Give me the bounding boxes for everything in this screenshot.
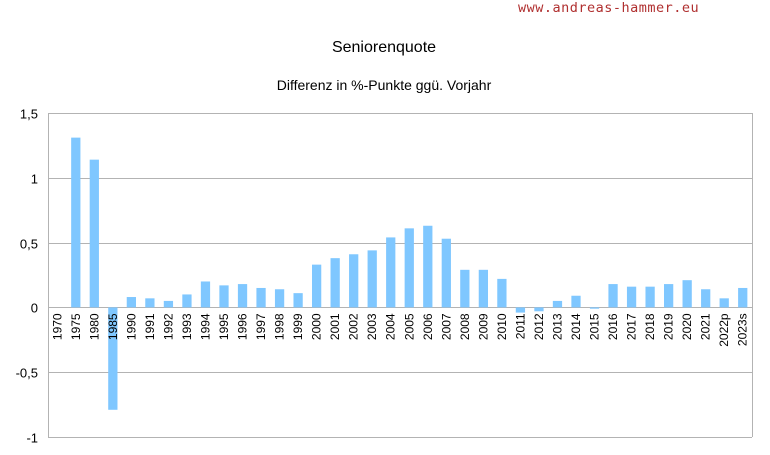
bar: [367, 250, 377, 308]
x-tick-label: 2004: [384, 313, 398, 340]
bar: [182, 294, 192, 308]
x-tick-label: 1993: [180, 313, 194, 340]
x-tick-label: 1975: [69, 313, 83, 340]
bar: [478, 269, 488, 308]
bar: [163, 300, 174, 308]
x-tick-label: 2017: [625, 313, 639, 340]
bar: [460, 269, 470, 308]
bar: [386, 237, 396, 308]
x-tick-label: 1995: [217, 313, 231, 340]
chart-subtitle: Differenz in %-Punkte ggü. Vorjahr: [277, 77, 492, 93]
x-tick-label: 2002: [347, 313, 361, 340]
x-tick-label: 2023s: [736, 313, 750, 346]
x-tick-label: 1990: [124, 313, 138, 340]
bar: [71, 137, 81, 308]
y-tick-label: -0,5: [16, 366, 38, 381]
bar: [441, 238, 451, 308]
x-tick-label: 1992: [161, 313, 175, 340]
bar: [552, 300, 563, 308]
bar: [497, 278, 507, 308]
bar: [349, 254, 359, 308]
chart-title: Seniorenquote: [332, 39, 436, 56]
x-tick-label: 2001: [328, 313, 342, 340]
x-tick-label: 2019: [662, 313, 676, 340]
watermark: www.andreas-hammer.eu: [518, 0, 700, 16]
bar: [626, 286, 637, 308]
y-tick-label: 1,5: [20, 107, 38, 122]
bar: [145, 298, 155, 308]
x-tick-label: 2013: [550, 313, 564, 340]
x-tick-label: 2022p: [717, 313, 731, 347]
x-tick-label: 2005: [402, 313, 416, 340]
bar: [237, 284, 248, 308]
x-tick-label: 1996: [236, 313, 250, 340]
bar: [274, 289, 285, 308]
bar: [126, 297, 136, 308]
y-axis-ticks: 1,5 1 0,5 0 -0,5 -1: [16, 107, 38, 446]
bar: [330, 258, 340, 308]
y-tick-label: -1: [26, 431, 38, 446]
bar: [664, 284, 674, 308]
bar: [219, 285, 229, 308]
bars: [71, 137, 748, 410]
bar: [719, 298, 729, 308]
x-tick-label: 2012: [532, 313, 546, 340]
x-tick-label: 2016: [606, 313, 620, 340]
x-tick-label: 1985: [106, 313, 120, 340]
bar: [701, 289, 711, 308]
x-tick-label: 2020: [680, 313, 694, 340]
x-tick-label: 1991: [143, 313, 157, 340]
x-tick-label: 2009: [476, 313, 490, 340]
x-tick-label: 1997: [254, 313, 268, 340]
x-axis-ticks: 1970 1975 1980 1985 1990 1991 1992 1993 1994 1995…: [50, 313, 749, 347]
bar: [608, 284, 618, 308]
bar: [534, 307, 544, 312]
x-tick-label: 2021: [699, 313, 713, 340]
bar: [256, 287, 266, 308]
x-tick-label: 2006: [421, 313, 435, 340]
bar: [312, 264, 322, 308]
bar: [404, 228, 414, 308]
y-tick-label: 0: [31, 301, 38, 316]
x-tick-label: 2007: [439, 313, 453, 340]
bar: [571, 295, 581, 308]
bar: [200, 281, 211, 308]
gridlines: [48, 113, 753, 438]
x-tick-label: 2011: [513, 313, 527, 339]
bar: [515, 307, 526, 313]
x-tick-label: 1999: [291, 313, 305, 340]
bar: [589, 307, 600, 309]
x-tick-label: 2014: [569, 313, 583, 340]
x-tick-label: 2015: [588, 313, 602, 340]
x-tick-label: 2008: [458, 313, 472, 340]
bar: [738, 287, 748, 308]
x-tick-label: 2010: [495, 313, 509, 340]
bar: [108, 307, 118, 410]
bar: [423, 225, 433, 308]
y-tick-label: 1: [31, 172, 38, 187]
x-tick-label: 2000: [310, 313, 324, 340]
bar: [682, 280, 692, 308]
bar: [89, 159, 99, 308]
x-tick-label: 1980: [87, 313, 101, 340]
x-tick-label: 1994: [198, 313, 212, 340]
x-tick-label: 1970: [50, 313, 64, 340]
bar: [293, 293, 303, 308]
y-tick-label: 0,5: [20, 237, 38, 252]
bar: [645, 286, 655, 308]
x-tick-label: 1998: [273, 313, 287, 340]
x-tick-label: 2003: [365, 313, 379, 340]
x-tick-label: 2018: [643, 313, 657, 340]
